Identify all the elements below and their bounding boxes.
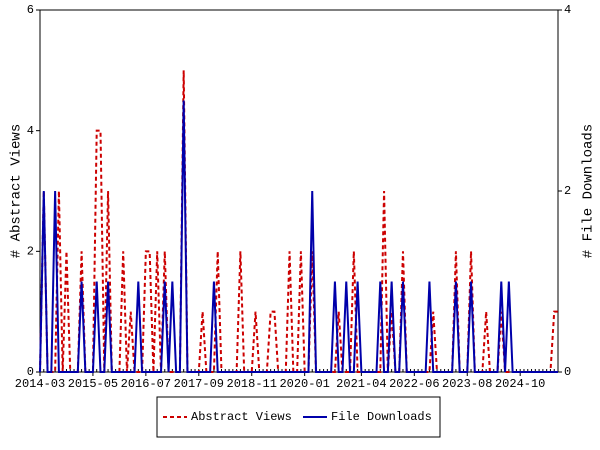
x-tick-label: 2018-11 xyxy=(227,377,277,391)
y-tick-label: 0 xyxy=(27,365,34,379)
legend-label: File Downloads xyxy=(331,410,432,424)
y-tick-label: 2 xyxy=(27,245,34,259)
series-line xyxy=(39,100,558,373)
x-tick-label: 2023-08 xyxy=(442,377,492,391)
plot-frame xyxy=(39,9,559,373)
y2-tick-label: 0 xyxy=(564,365,571,379)
x-tick-label: 2014-03 xyxy=(15,377,65,391)
x-tick-label: 2021-04 xyxy=(336,377,386,391)
legend-box xyxy=(156,396,441,438)
y-tick-label: 6 xyxy=(27,3,34,17)
x-tick-label: 2022-06 xyxy=(389,377,439,391)
series-line xyxy=(39,70,558,373)
y2-tick-label: 4 xyxy=(564,3,571,17)
y2-tick-label: 2 xyxy=(564,184,571,198)
x-tick-label: 2016-07 xyxy=(121,377,171,391)
y-axis-label: # Abstract Views xyxy=(9,124,25,258)
x-tick-label: 2024-10 xyxy=(495,377,545,391)
x-tick-label: 2017-09 xyxy=(174,377,224,391)
legend-label: Abstract Views xyxy=(191,410,292,424)
x-tick-label: 2020-01 xyxy=(279,377,329,391)
x-tick-label: 2015-05 xyxy=(68,377,118,391)
y2-axis-label: # File Downloads xyxy=(581,124,597,258)
y-tick-label: 4 xyxy=(27,124,34,138)
